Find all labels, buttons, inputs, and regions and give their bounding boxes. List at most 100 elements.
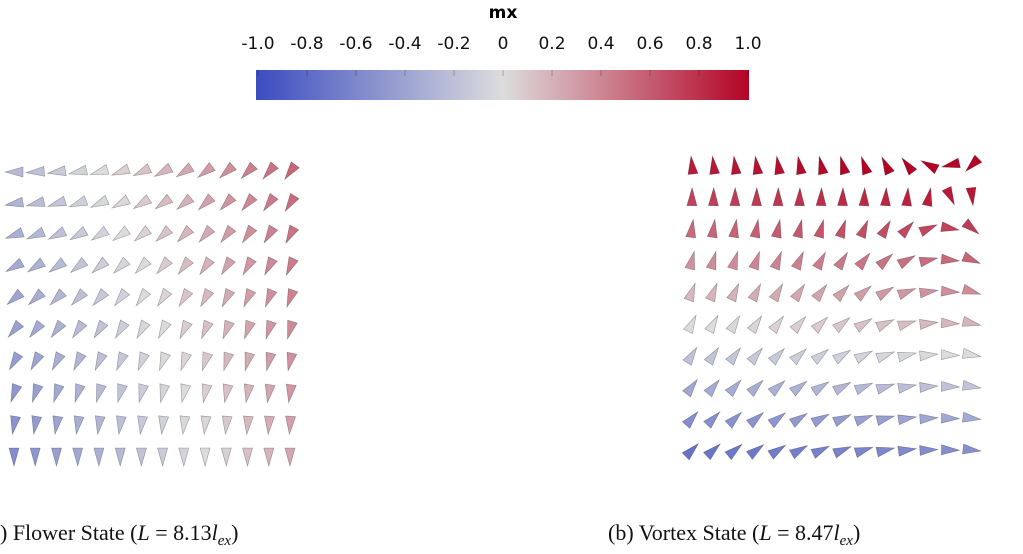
cone [199,194,216,210]
cone [962,219,979,234]
cone [833,447,852,458]
cone [220,162,237,178]
cone [201,416,211,434]
cone [70,227,88,240]
cone [133,164,152,176]
cone [96,384,106,403]
colorbar-tick-label: 0.2 [538,34,565,54]
cone [265,384,275,403]
cone [769,316,784,333]
cone [52,448,62,466]
cone [265,257,278,275]
cone [876,254,893,270]
cone [29,289,46,305]
cone [876,447,895,457]
cone [962,412,981,422]
cone [833,285,849,301]
cone [729,220,739,239]
cone [793,220,803,239]
cone [223,384,233,403]
cone [854,286,871,301]
cone [816,188,826,206]
cone [286,384,296,403]
cone [222,288,235,306]
cone [752,188,762,206]
cone [54,384,64,403]
caption-text: (b) Vortex State ( [608,520,759,545]
cone [116,416,126,435]
cone [854,351,872,364]
cone [159,320,172,338]
caption-math: L [758,520,771,545]
cone [941,254,959,264]
cone [962,349,981,359]
cone [95,416,105,435]
cone [9,448,19,466]
cone [263,162,278,179]
cone [941,350,959,360]
cone [775,156,785,175]
cone [706,283,718,302]
cone [768,445,786,459]
cone [138,416,148,435]
cone [181,384,191,403]
cone [855,253,870,270]
cone [266,352,276,371]
cone [28,258,46,272]
cone [95,352,107,371]
caption: ) Flower State (L = 8.13lex) [0,520,238,549]
cone [856,220,868,239]
cone [53,416,63,435]
cone [920,351,938,361]
cone [770,252,781,271]
cone [155,163,173,176]
cone [244,288,256,306]
cone [243,416,253,434]
cone [48,166,67,176]
cone [962,380,981,390]
cone [112,195,130,208]
cone [266,320,276,339]
caption-sub: ex [218,533,232,549]
cone [116,320,130,338]
caption-sub: ex [840,533,854,549]
cone [160,352,171,371]
cone [288,320,298,339]
caption-math: L [136,520,149,545]
cone [242,194,257,211]
cone [221,448,231,466]
cone [685,251,695,270]
cone [10,352,23,370]
cone [52,352,65,370]
cone [898,222,914,239]
cone [920,382,938,392]
cone [222,416,232,434]
cone [898,384,917,394]
cone [92,257,109,273]
cone [160,384,170,403]
colorbar-tick-label: -0.4 [388,34,421,54]
cone [91,226,109,240]
cone [769,284,782,302]
cone [962,252,981,264]
cone [919,257,938,267]
cone [920,414,938,424]
caption-text: ) Flower State ( [0,520,137,545]
cone [242,225,256,243]
cone [220,194,236,211]
cone [942,158,961,168]
cone [682,444,698,460]
cone [6,258,24,271]
cone [49,258,67,273]
cone [684,283,695,302]
cone [768,381,785,397]
cone [48,196,67,206]
cone [285,448,295,466]
cone [91,195,109,207]
cone [115,448,125,466]
cone [941,445,959,455]
cone [880,188,890,206]
cone [221,225,236,242]
cone [795,188,805,206]
cone [941,222,960,232]
